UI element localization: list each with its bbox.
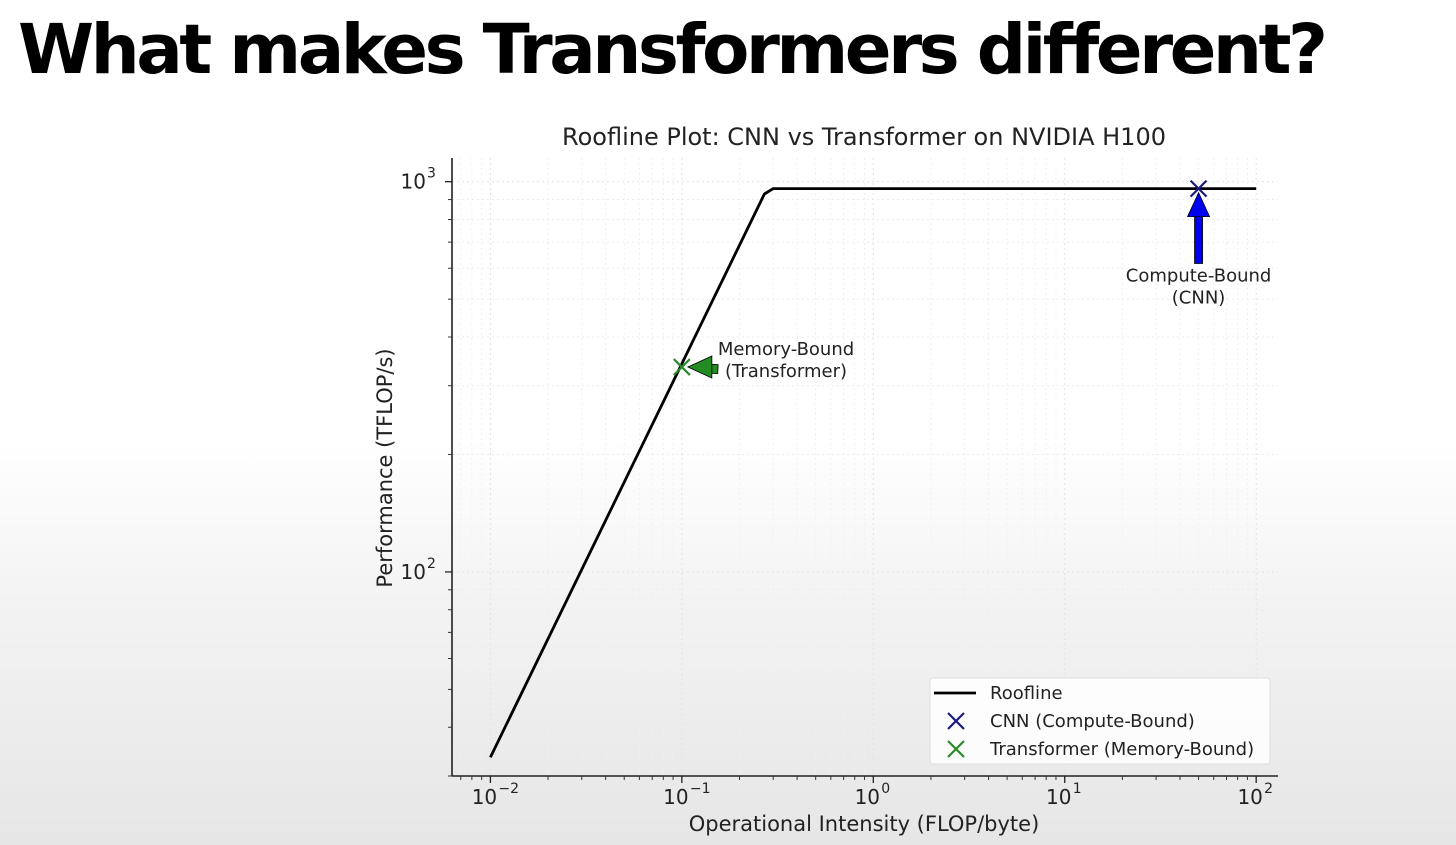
y-tick-label: 10 bbox=[401, 560, 426, 584]
legend-label: CNN (Compute-Bound) bbox=[990, 711, 1195, 732]
legend-swatch bbox=[947, 740, 965, 758]
x-tick-label-exponent: −1 bbox=[690, 781, 711, 797]
arrow-head bbox=[686, 355, 713, 379]
x-tick-label-exponent: −2 bbox=[498, 781, 519, 797]
chart-legend: Roofline CNN (Compute-Bound) Transformer (… bbox=[929, 677, 1271, 765]
legend-item: Transformer (Memory-Bound) bbox=[947, 739, 1254, 760]
x-tick-label-exponent: 1 bbox=[1073, 781, 1082, 797]
arrow-head bbox=[1186, 191, 1211, 218]
cnn-marker bbox=[1189, 179, 1208, 198]
annotation-text: Memory-Bound bbox=[718, 339, 854, 360]
roofline-line bbox=[489, 187, 1257, 758]
chart-ticks: 10 −2 10 −1 10 0 10 1 10 210 210 3 bbox=[401, 166, 1274, 809]
x-tick-label-exponent: 0 bbox=[881, 781, 890, 797]
transformer-marker bbox=[673, 358, 691, 376]
chart-series bbox=[489, 179, 1257, 758]
x-axis-label: Operational Intensity (FLOP/byte) bbox=[689, 812, 1040, 836]
annotation-compute-bound: Compute-Bound(CNN) bbox=[1126, 191, 1272, 308]
legend-label: Roofline bbox=[990, 683, 1063, 704]
x-tick-label: 10 bbox=[663, 785, 688, 809]
legend-item: CNN (Compute-Bound) bbox=[947, 711, 1195, 732]
y-tick-label-exponent: 2 bbox=[427, 556, 436, 572]
marker-stroke bbox=[947, 712, 965, 730]
marker-stroke bbox=[673, 358, 691, 376]
annotation-text: Compute-Bound bbox=[1126, 265, 1272, 286]
chart-annotations: Compute-Bound(CNN) Memory-Bound(Transform… bbox=[686, 191, 1272, 382]
y-tick-label-exponent: 3 bbox=[427, 166, 436, 182]
x-tick-label: 10 bbox=[855, 785, 880, 809]
legend-box bbox=[929, 677, 1271, 765]
chart-grid bbox=[452, 158, 1278, 777]
slide-title: What makes Transformers different? bbox=[18, 10, 1328, 90]
x-tick-label: 10 bbox=[1046, 785, 1071, 809]
legend-swatch bbox=[947, 712, 965, 730]
y-tick-label: 10 bbox=[401, 170, 426, 194]
annotation-text: (Transformer) bbox=[725, 361, 847, 382]
arrow-shaft bbox=[1194, 214, 1203, 264]
x-tick-label-exponent: 2 bbox=[1264, 781, 1273, 797]
chart-title: Roofline Plot: CNN vs Transformer on NVI… bbox=[562, 123, 1166, 151]
y-axis-label: Performance (TFLOP/s) bbox=[373, 348, 397, 587]
x-tick-label: 10 bbox=[472, 785, 497, 809]
marker-stroke bbox=[1189, 179, 1208, 198]
marker-stroke bbox=[947, 740, 965, 758]
legend-item: Roofline bbox=[934, 683, 1063, 704]
annotation-text: (CNN) bbox=[1172, 287, 1226, 308]
legend-label: Transformer (Memory-Bound) bbox=[989, 739, 1254, 760]
annotation-memory-bound: Memory-Bound(Transformer) bbox=[686, 339, 854, 382]
x-tick-label: 10 bbox=[1237, 785, 1262, 809]
